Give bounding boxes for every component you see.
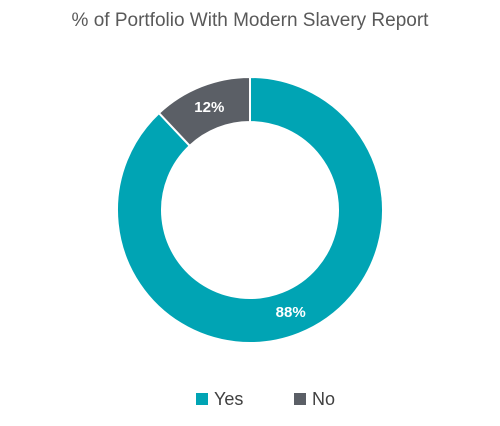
slices-group: [116, 75, 384, 344]
slice-yes: [116, 75, 384, 344]
legend-label-no: No: [312, 389, 335, 409]
legend: Yes No: [196, 389, 335, 409]
legend-label-yes: Yes: [214, 389, 243, 409]
data-label-yes: 88%: [276, 304, 306, 321]
slice-no: [157, 75, 251, 148]
legend-swatch-no: [294, 393, 306, 405]
legend-swatch-yes: [196, 393, 208, 405]
chart-title: % of Portfolio With Modern Slavery Repor…: [71, 10, 429, 31]
data-labels-group: 88% 12%: [194, 99, 305, 321]
data-label-no: 12%: [194, 99, 224, 116]
